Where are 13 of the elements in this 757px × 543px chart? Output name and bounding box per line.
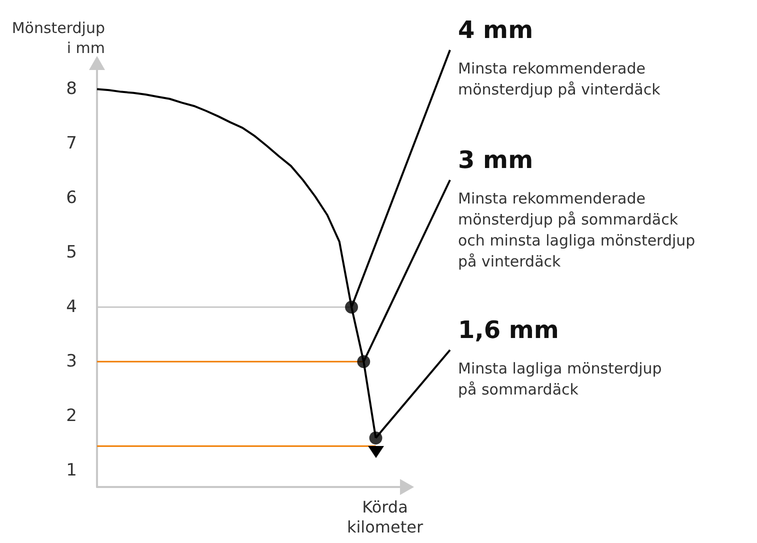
y-tick-label: 6: [66, 188, 77, 208]
y-tick-label: 2: [66, 406, 77, 426]
text: 1,6 mm Minsta lagliga mönsterdjup på sommardäck: [458, 316, 662, 398]
y-tick-label: 4: [66, 297, 77, 318]
y-tick-label: 3: [66, 352, 77, 372]
y-tick-label: 1: [66, 460, 77, 481]
text: 3 mm Minsta rekommenderade mönsterdjup på sommardäck och minsta lagliga mönsterdjup på vinterdäck: [458, 146, 696, 270]
x-axis-title: Körda kilometer: [346, 498, 424, 536]
y-tick-label: 5: [66, 242, 77, 263]
y-axis-title: Mönsterdjup i mm: [12, 19, 105, 57]
text: 4 mm Minsta rekommenderade mönsterdjup på vinterdäck: [458, 16, 661, 98]
y-tick-label: 7: [66, 134, 77, 154]
y-tick-label: 8: [66, 79, 77, 100]
